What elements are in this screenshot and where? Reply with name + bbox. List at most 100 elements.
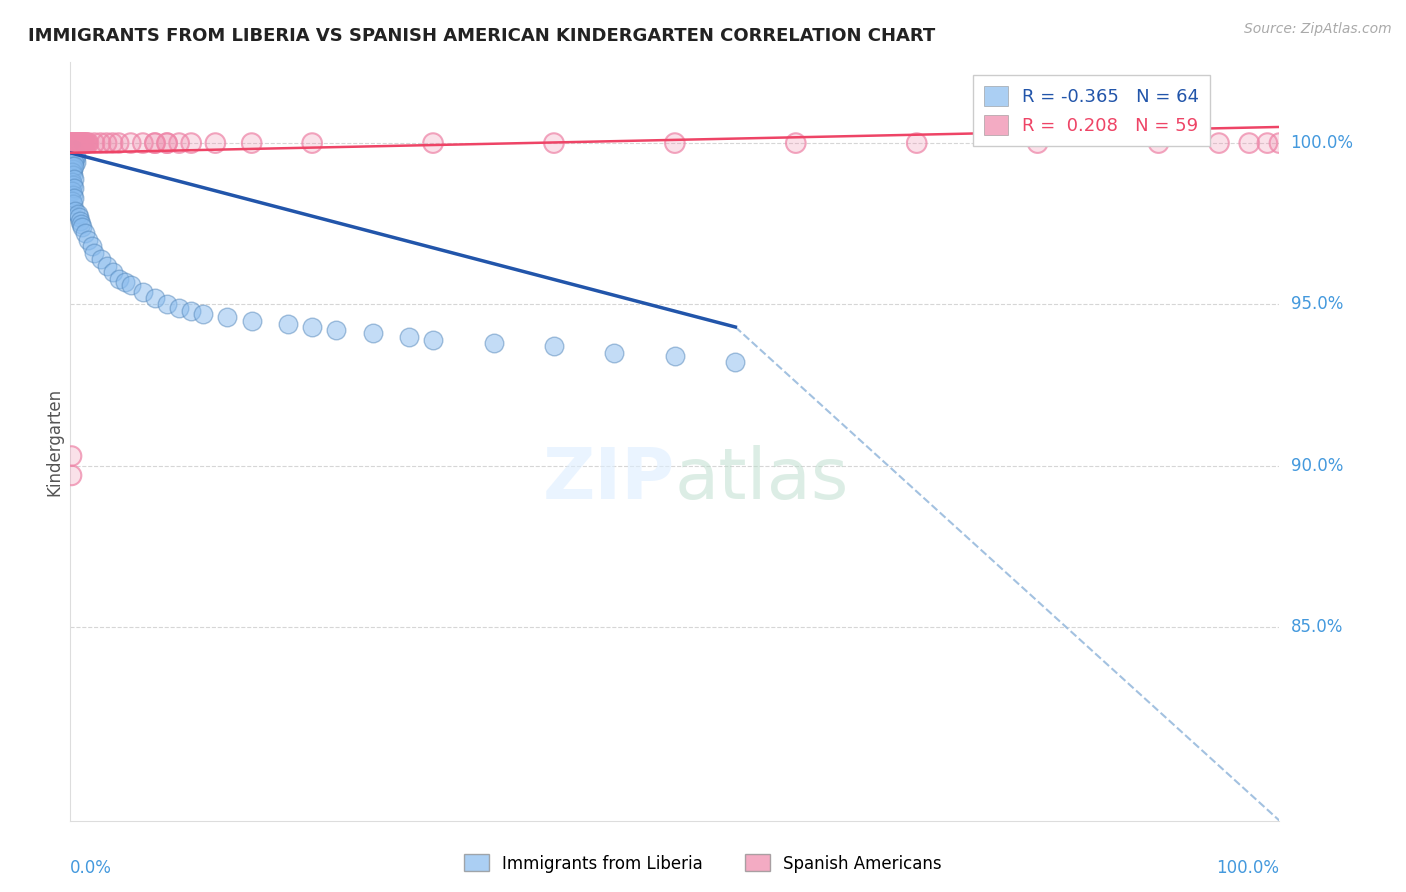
Point: [905, 136, 928, 150]
Point: [398, 329, 420, 343]
Point: [76, 136, 98, 150]
Point: [156, 136, 179, 150]
Point: [63, 155, 86, 169]
Point: [60, 194, 83, 209]
Point: [60, 136, 83, 150]
Point: [325, 323, 347, 337]
Point: [60, 468, 83, 483]
Point: [67, 136, 90, 150]
Point: [60, 159, 83, 173]
Text: 95.0%: 95.0%: [1291, 295, 1343, 313]
Point: [83, 136, 105, 150]
Point: [62, 136, 84, 150]
Point: [77, 233, 100, 247]
Point: [107, 136, 129, 150]
Point: [90, 252, 111, 267]
Point: [132, 136, 155, 150]
Point: [120, 278, 142, 293]
Point: [60, 185, 83, 199]
Point: [62, 136, 84, 150]
Point: [65, 136, 87, 150]
Point: [156, 297, 179, 311]
Point: [63, 136, 86, 150]
Point: [63, 153, 86, 167]
Text: IMMIGRANTS FROM LIBERIA VS SPANISH AMERICAN KINDERGARTEN CORRELATION CHART: IMMIGRANTS FROM LIBERIA VS SPANISH AMERI…: [28, 27, 935, 45]
Point: [62, 136, 84, 150]
Point: [67, 211, 90, 225]
Point: [66, 207, 89, 221]
Point: [543, 136, 565, 150]
Point: [101, 265, 124, 279]
Point: [66, 136, 89, 150]
Point: [107, 271, 129, 285]
Point: [63, 136, 86, 150]
Point: [67, 136, 90, 150]
Point: [143, 136, 166, 150]
Point: [65, 155, 87, 169]
Point: [65, 136, 87, 150]
Text: 90.0%: 90.0%: [1291, 457, 1343, 475]
Point: [63, 136, 86, 150]
Point: [1147, 136, 1170, 150]
Point: [76, 136, 98, 150]
Point: [301, 136, 323, 150]
Point: [60, 136, 83, 150]
Point: [1268, 136, 1291, 150]
Point: [785, 136, 807, 150]
Point: [101, 136, 124, 150]
Point: [65, 136, 87, 150]
Point: [60, 136, 83, 150]
Legend: R = -0.365   N = 64, R =  0.208   N = 59: R = -0.365 N = 64, R = 0.208 N = 59: [973, 75, 1211, 145]
Point: [63, 136, 86, 150]
Point: [83, 245, 105, 260]
Point: [664, 349, 686, 363]
Point: [67, 136, 90, 150]
Point: [63, 149, 86, 163]
Text: 100.0%: 100.0%: [1216, 859, 1279, 878]
Point: [90, 136, 111, 150]
Point: [1239, 136, 1261, 150]
Point: [69, 136, 91, 150]
Point: [66, 136, 89, 150]
Point: [785, 136, 807, 150]
Point: [65, 136, 87, 150]
Point: [63, 136, 86, 150]
Point: [1256, 136, 1278, 150]
Point: [60, 136, 83, 150]
Point: [72, 136, 94, 150]
Point: [156, 136, 179, 150]
Text: 0.0%: 0.0%: [70, 859, 112, 878]
Point: [62, 161, 84, 176]
Point: [96, 259, 118, 273]
Point: [77, 136, 100, 150]
Point: [63, 136, 86, 150]
Point: [60, 175, 83, 189]
Point: [63, 181, 86, 195]
Point: [75, 136, 97, 150]
Point: [240, 313, 263, 327]
Point: [67, 136, 90, 150]
Point: [143, 136, 166, 150]
Point: [62, 169, 84, 183]
Text: ZIP: ZIP: [543, 445, 675, 514]
Point: [1147, 136, 1170, 150]
Point: [90, 136, 111, 150]
Point: [62, 149, 84, 163]
Point: [62, 136, 84, 150]
Point: [69, 136, 91, 150]
Point: [63, 136, 86, 150]
Point: [96, 136, 118, 150]
Point: [543, 136, 565, 150]
Point: [193, 307, 215, 321]
Point: [664, 136, 686, 150]
Point: [63, 145, 86, 160]
Point: [1208, 136, 1230, 150]
Point: [60, 136, 83, 150]
Point: [63, 153, 86, 167]
Point: [83, 136, 105, 150]
Text: Source: ZipAtlas.com: Source: ZipAtlas.com: [1244, 22, 1392, 37]
Point: [482, 336, 505, 351]
Point: [1256, 136, 1278, 150]
Point: [180, 136, 202, 150]
Point: [62, 178, 84, 192]
